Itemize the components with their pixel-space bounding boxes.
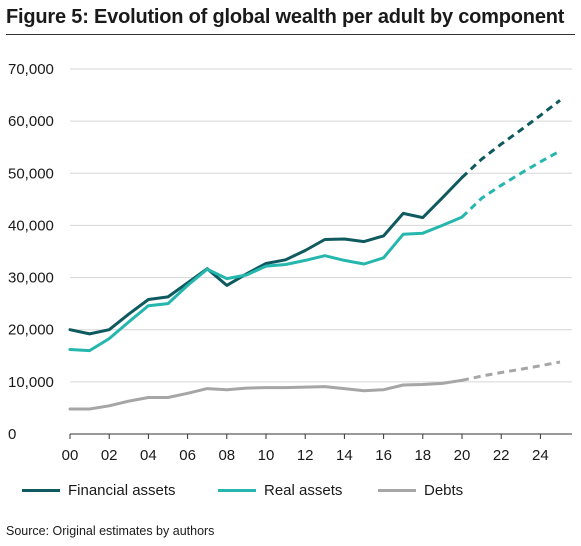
axes bbox=[69, 433, 572, 439]
x-tick-label: 08 bbox=[218, 447, 235, 464]
series-line-debts bbox=[68, 378, 464, 411]
y-tick-label: 10,000 bbox=[8, 374, 54, 391]
y-tick-label: 30,000 bbox=[8, 270, 54, 287]
y-tick-label: 50,000 bbox=[8, 165, 54, 182]
series-projection-financial-assets bbox=[460, 99, 561, 179]
source-note: Source: Original estimates by authors bbox=[6, 524, 215, 538]
legend-label-debts: Debts bbox=[424, 481, 464, 499]
y-tick-label: 0 bbox=[8, 426, 16, 443]
series-projection-debts bbox=[461, 360, 561, 382]
x-tick-label: 00 bbox=[62, 447, 79, 464]
legend-item-real-assets: Real assets bbox=[218, 478, 342, 502]
x-tick-label: 12 bbox=[297, 447, 314, 464]
y-tick-label: 60,000 bbox=[8, 113, 54, 130]
legend-item-financial-assets: Financial assets bbox=[22, 478, 176, 502]
y-tick-label: 40,000 bbox=[8, 217, 54, 234]
legend-swatch-debts bbox=[378, 488, 416, 492]
title-divider bbox=[6, 34, 575, 35]
series-lines bbox=[68, 99, 561, 411]
x-tick-label: 04 bbox=[140, 447, 157, 464]
chart-legend: Financial assets Real assets Debts bbox=[0, 478, 581, 502]
legend-swatch-real-assets bbox=[218, 488, 256, 492]
grid-lines bbox=[70, 68, 572, 383]
legend-label-real-assets: Real assets bbox=[264, 481, 343, 499]
legend-label-financial-assets: Financial assets bbox=[68, 481, 176, 499]
x-tick-label: 16 bbox=[375, 447, 392, 464]
legend-item-debts: Debts bbox=[378, 478, 463, 502]
x-tick-label: 24 bbox=[532, 447, 549, 464]
legend-swatch-financial-assets bbox=[22, 488, 60, 492]
chart-title: Figure 5: Evolution of global wealth per… bbox=[6, 6, 565, 28]
x-tick-label: 18 bbox=[414, 447, 431, 464]
x-tick-label: 02 bbox=[101, 447, 118, 464]
x-tick-label: 20 bbox=[454, 447, 471, 464]
x-tick-label: 14 bbox=[336, 447, 353, 464]
y-tick-label: 70,000 bbox=[8, 61, 54, 78]
x-tick-label: 22 bbox=[493, 447, 510, 464]
y-tick-label: 20,000 bbox=[8, 322, 54, 339]
series-projection-real-assets bbox=[460, 149, 561, 219]
tick-labels: 0 10,000 20,000 30,000 40,000 50,000 60,000 70,… bbox=[8, 61, 549, 464]
series-line-financial-assets bbox=[68, 176, 464, 336]
x-tick-label: 10 bbox=[258, 447, 275, 464]
series-line-real-assets bbox=[68, 215, 464, 353]
x-tick-label: 06 bbox=[179, 447, 196, 464]
line-chart: 0 10,000 20,000 30,000 40,000 50,000 60,000 70,… bbox=[8, 61, 572, 464]
